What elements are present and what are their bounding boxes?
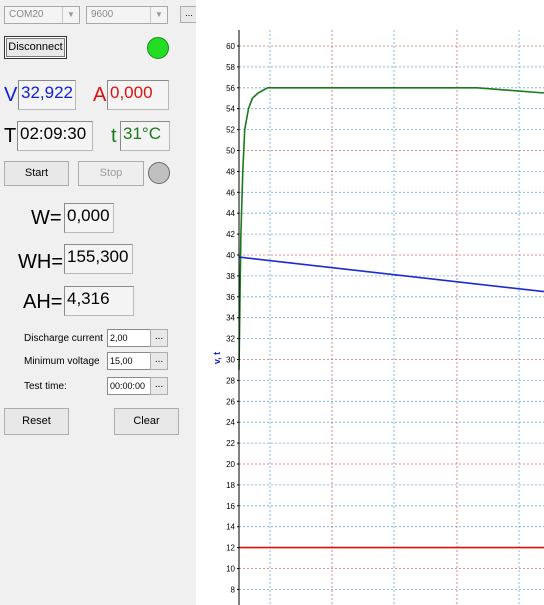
chevron-down-icon: ▼ — [62, 7, 79, 23]
temperature-series-line — [238, 87, 544, 370]
y-tick-label: 10 — [226, 565, 235, 574]
stop-button[interactable]: Stop — [78, 161, 144, 186]
reset-button[interactable]: Reset — [4, 408, 69, 435]
discharge-current-picker-button[interactable]: ... — [150, 329, 168, 347]
y-axis-label: v, t — [212, 352, 222, 364]
connection-status-led — [147, 37, 169, 59]
minimum-voltage-input[interactable]: 15,00 — [107, 352, 151, 370]
y-tick-label: 40 — [226, 251, 235, 260]
discharge-current-input[interactable]: 2,00 — [107, 329, 151, 347]
watt-hours-label: WH= — [18, 251, 63, 273]
y-tick-label: 30 — [226, 356, 235, 365]
temperature-value: 31°C — [120, 121, 170, 151]
baud-select[interactable]: 9600 ▼ — [86, 6, 168, 24]
y-tick-label: 36 — [226, 293, 235, 302]
browse-label: ... — [185, 8, 193, 18]
chevron-down-icon: ▼ — [150, 7, 167, 23]
y-tick-label: 16 — [226, 502, 235, 511]
y-tick-label: 50 — [226, 147, 235, 156]
y-tick-label: 34 — [226, 314, 235, 323]
port-value: COM20 — [9, 9, 44, 20]
dots-label: ... — [154, 354, 164, 365]
minimum-voltage-label: Minimum voltage — [24, 356, 100, 367]
disconnect-label: Disconnect — [8, 41, 63, 53]
start-button[interactable]: Start — [4, 161, 69, 186]
y-tick-label: 58 — [226, 63, 235, 72]
y-tick-label: 52 — [226, 126, 235, 135]
stop-label: Stop — [99, 167, 123, 179]
clear-label: Clear — [133, 415, 160, 427]
test-time-picker-button[interactable]: ... — [150, 377, 168, 395]
y-tick-label: 32 — [226, 335, 235, 344]
amp-hours-value: 4,316 — [64, 286, 134, 316]
temperature-label: t — [111, 125, 117, 147]
control-panel: COM20 ▼ 9600 ▼ ... Disconnect V 32,922 A… — [0, 0, 198, 605]
y-tick-label: 28 — [226, 376, 235, 385]
test-time-input[interactable]: 00:00:00 — [107, 377, 151, 395]
y-tick-label: 60 — [226, 42, 235, 51]
y-tick-label: 24 — [226, 418, 235, 427]
voltage-label: V — [4, 84, 18, 106]
y-tick-label: 22 — [226, 439, 235, 448]
test-time-label: Test time: — [24, 381, 67, 392]
y-tick-label: 42 — [226, 230, 235, 239]
run-status-led — [148, 162, 170, 184]
y-tick-label: 56 — [226, 84, 235, 93]
disconnect-button[interactable]: Disconnect — [4, 36, 67, 59]
y-tick-label: 38 — [226, 272, 235, 281]
voltage-series-line — [238, 256, 544, 293]
watt-hours-value: 155,300 — [64, 244, 133, 274]
y-tick-label: 18 — [226, 481, 235, 490]
power-value: 0,000 — [64, 203, 114, 233]
discharge-current-label: Discharge current — [24, 333, 103, 344]
start-label: Start — [24, 167, 49, 179]
reset-label: Reset — [22, 415, 51, 427]
minimum-voltage-picker-button[interactable]: ... — [150, 352, 168, 370]
y-tick-label: 54 — [226, 105, 235, 114]
y-tick-label: 12 — [226, 544, 235, 553]
power-label: W= — [31, 207, 62, 229]
clear-button[interactable]: Clear — [114, 408, 179, 435]
dots-label: ... — [154, 379, 164, 390]
current-label: A — [93, 84, 107, 106]
discharge-chart: 8 10 12 14 16 18 20 22 24 26 28 30 32 34 36 38 40 42 44 46 4… — [196, 0, 544, 605]
y-tick-label: 8 — [231, 585, 236, 594]
dots-label: ... — [154, 331, 164, 342]
y-tick-label: 44 — [226, 209, 235, 218]
current-value: 0,000 — [107, 80, 169, 110]
time-value: 02:09:30 — [17, 121, 93, 151]
y-tick-label: 26 — [226, 397, 235, 406]
y-tick-label: 20 — [226, 460, 235, 469]
time-label: T — [4, 125, 17, 147]
y-tick-label: 48 — [226, 167, 235, 176]
y-tick-label: 46 — [226, 188, 235, 197]
port-select[interactable]: COM20 ▼ — [4, 6, 80, 24]
amp-hours-label: AH= — [23, 291, 63, 313]
voltage-value: 32,922 — [18, 80, 76, 110]
y-tick-label: 14 — [226, 523, 235, 532]
baud-value: 9600 — [91, 9, 114, 20]
